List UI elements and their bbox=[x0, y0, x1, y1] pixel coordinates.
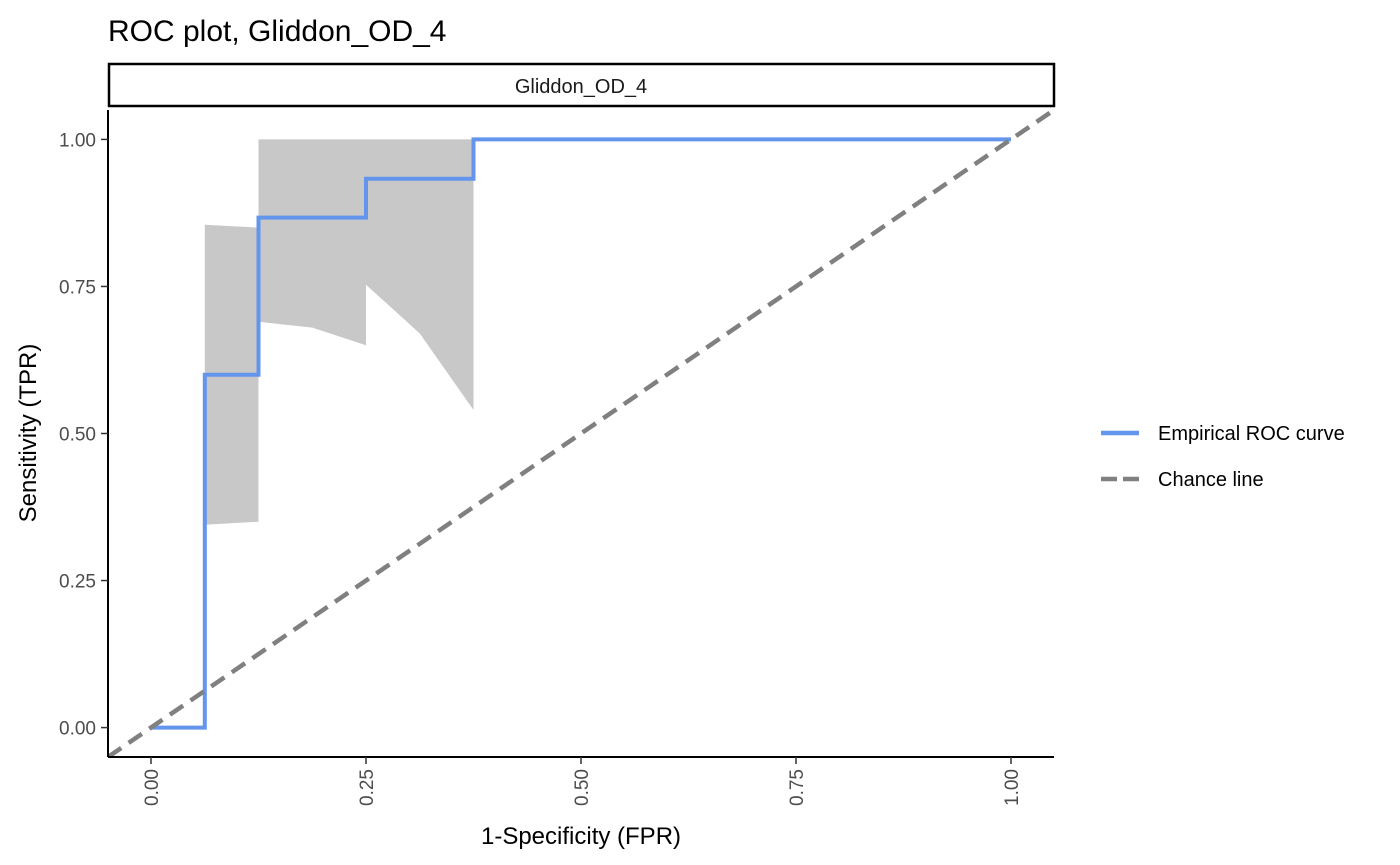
x-tick-label: 0.00 bbox=[142, 769, 163, 806]
y-tick-label: 0.75 bbox=[59, 277, 96, 298]
axis-ticks: 0.00 0.25 0.50 0.75 1.00 0.00 0.25 0.50 0.75 1.00 bbox=[59, 130, 1023, 806]
facet-strip bbox=[107, 62, 1056, 108]
series-line-chance-line bbox=[108, 110, 1054, 757]
x-tick-label: 0.75 bbox=[787, 769, 808, 806]
series-line-empirical-roc-curve bbox=[151, 137, 1011, 730]
y-tick-label: 0.50 bbox=[59, 425, 96, 446]
confidence-band bbox=[204, 139, 474, 525]
chart-title: ROC plot, Gliddon_OD_4 bbox=[108, 15, 447, 48]
plot-area bbox=[108, 110, 1054, 757]
x-tick-label: 0.25 bbox=[357, 769, 378, 806]
legend-label: Empirical ROC curve bbox=[1158, 423, 1345, 445]
legend: Empirical ROC curve Chance line bbox=[1101, 423, 1345, 491]
x-tick-label: 0.50 bbox=[572, 769, 593, 806]
legend-label: Chance line bbox=[1158, 469, 1264, 491]
y-tick-label: 0.00 bbox=[59, 719, 96, 740]
facet-strip-label: Gliddon_OD_4 bbox=[515, 76, 647, 98]
y-axis-title: Sensitivity (TPR) bbox=[15, 344, 42, 523]
x-axis-title: 1-Specificity (FPR) bbox=[481, 823, 681, 850]
y-tick-label: 1.00 bbox=[59, 130, 96, 151]
y-tick-label: 0.25 bbox=[59, 572, 96, 593]
x-tick-label: 1.00 bbox=[1002, 769, 1023, 806]
